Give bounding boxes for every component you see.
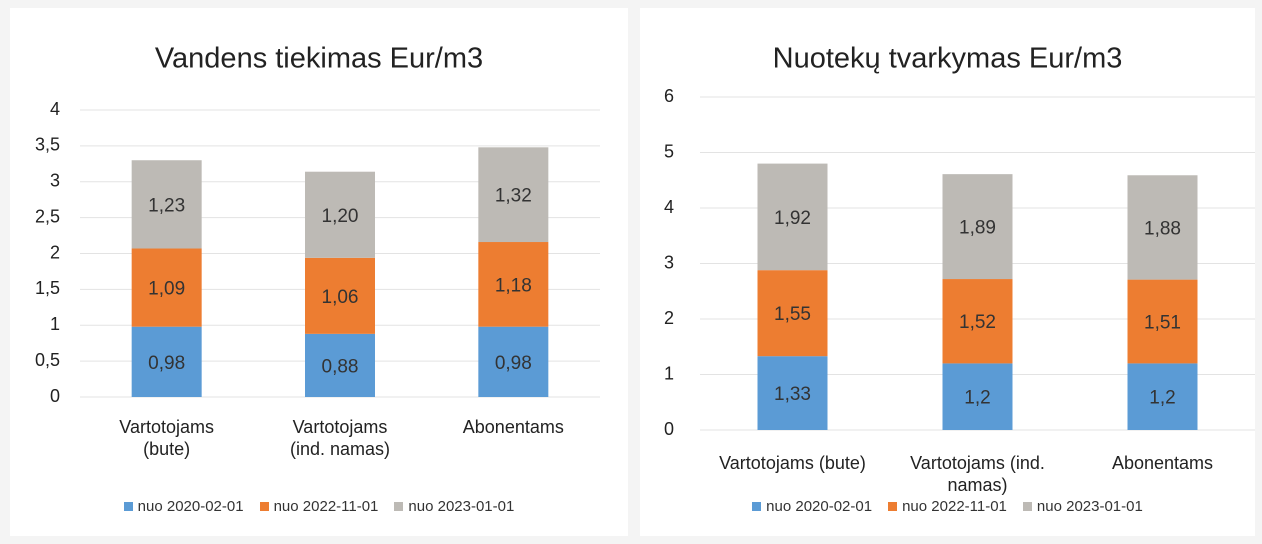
bar-segment [478, 242, 549, 327]
legend-label: nuo 2023-01-01 [408, 498, 515, 515]
bar-segment [942, 363, 1013, 430]
legend-label: nuo 2020-02-01 [137, 498, 244, 515]
y-tick-label: 2 [50, 242, 60, 262]
legend: nuo 2020-02-01 nuo 2022-11-01 nuo 2023-01-… [10, 498, 628, 515]
legend-swatch [394, 502, 404, 511]
legend: nuo 2020-02-01 nuo 2022-11-01 nuo 2023-01-… [640, 498, 1255, 515]
bar-segment [131, 326, 202, 397]
bar-segment [1127, 175, 1198, 280]
legend-label: nuo 2020-02-01 [766, 498, 873, 515]
y-tick-label: 6 [664, 86, 674, 106]
bar-segment [478, 147, 549, 243]
bar-segment [942, 279, 1013, 364]
data-label: 1,92 [774, 208, 811, 229]
bar-segment [305, 171, 375, 258]
bar-segment [1127, 363, 1198, 430]
bar-segment [131, 248, 202, 327]
x-tick-label: Vartotojams (ind. namas) [289, 417, 391, 459]
y-tick-label: 1,5 [35, 278, 60, 298]
chart-title: Vandens tiekimas Eur/m3 [155, 43, 483, 75]
data-label: 0,98 [148, 353, 185, 374]
bar-segment [131, 160, 202, 249]
data-label: 1,23 [148, 195, 185, 216]
x-tick-label: Vartotojams (ind. namas) [910, 453, 1045, 495]
y-tick-label: 0 [50, 386, 60, 406]
y-tick-label: 2 [664, 308, 674, 328]
y-tick-label: 0 [664, 419, 674, 439]
x-tick-label: Abonentams [1111, 453, 1214, 473]
plot: Vandens tiekimas Eur/m3 0 0,5 1 1,5 2 2,5 3 3,5 4… [35, 43, 600, 406]
x-tick-label: Vartotojams (bute) [719, 453, 866, 473]
data-label: 1,89 [959, 218, 996, 239]
chart: Nuotekų tvarkymas Eur/m3 0 1 2 3 4 5 6 1,33 1,55 1… [640, 8, 1255, 536]
legend-label: nuo 2022-11-01 [902, 498, 1007, 515]
bar-segment [757, 270, 828, 357]
bar-segment [757, 163, 828, 271]
chart-title: Nuotekų tvarkymas Eur/m3 [773, 43, 1123, 75]
legend-label: nuo 2023-01-01 [1036, 498, 1143, 515]
data-label: 1,09 [148, 279, 185, 300]
plot: Nuotekų tvarkymas Eur/m3 0 1 2 3 4 5 6 1,33 1,55 1… [664, 43, 1255, 439]
data-label: 0,88 [322, 356, 359, 377]
legend-item: nuo 2022-11-01 [888, 498, 1007, 515]
data-label: 1,51 [1144, 313, 1181, 334]
y-tick-label: 2,5 [35, 206, 60, 226]
legend-item: nuo 2020-02-01 [123, 498, 244, 515]
y-tick-label: 3 [664, 252, 674, 272]
y-tick-label: 4 [50, 99, 60, 119]
bar-segment [1127, 279, 1198, 364]
legend-item: nuo 2020-02-01 [752, 498, 872, 515]
legend-swatch [259, 502, 269, 511]
data-label: 1,52 [959, 312, 996, 333]
bar-segment [305, 257, 375, 334]
data-label: 1,2 [1149, 388, 1175, 409]
legend-item: nuo 2022-11-01 [259, 498, 379, 515]
legend-swatch [888, 502, 898, 511]
chart: Vandens tiekimas Eur/m3 0 0,5 1 1,5 2 2,5 3 3,5 4… [10, 8, 628, 536]
data-label: 1,20 [322, 206, 359, 227]
y-tick-label: 4 [664, 197, 674, 217]
x-tick-label: Abonentams [462, 417, 564, 437]
data-label: 0,98 [495, 353, 532, 374]
y-tick-label: 3,5 [35, 135, 60, 155]
bar-segment [478, 326, 549, 397]
legend-item: nuo 2023-01-01 [394, 498, 514, 515]
data-label: 1,55 [774, 304, 811, 325]
bar-segment [942, 174, 1013, 280]
legend-swatch [752, 502, 762, 511]
data-label: 1,32 [495, 186, 532, 207]
y-tick-label: 1 [50, 314, 60, 334]
bar-segment [305, 333, 375, 397]
y-tick-label: 5 [664, 141, 674, 161]
legend-swatch [123, 502, 133, 511]
data-label: 1,06 [322, 287, 359, 308]
data-label: 1,2 [964, 388, 990, 409]
y-tick-label: 3 [50, 171, 60, 191]
bar-segment [757, 356, 828, 430]
data-label: 1,18 [495, 275, 532, 296]
y-tick-label: 1 [664, 363, 674, 383]
data-label: 1,88 [1144, 218, 1181, 239]
legend-swatch [1022, 502, 1032, 511]
x-tick-label: Vartotojams (bute) [119, 417, 214, 459]
data-label: 1,33 [774, 384, 811, 405]
legend-label: nuo 2022-11-01 [273, 498, 379, 515]
y-tick-label: 0,5 [35, 350, 60, 370]
legend-item: nuo 2023-01-01 [1022, 498, 1143, 515]
